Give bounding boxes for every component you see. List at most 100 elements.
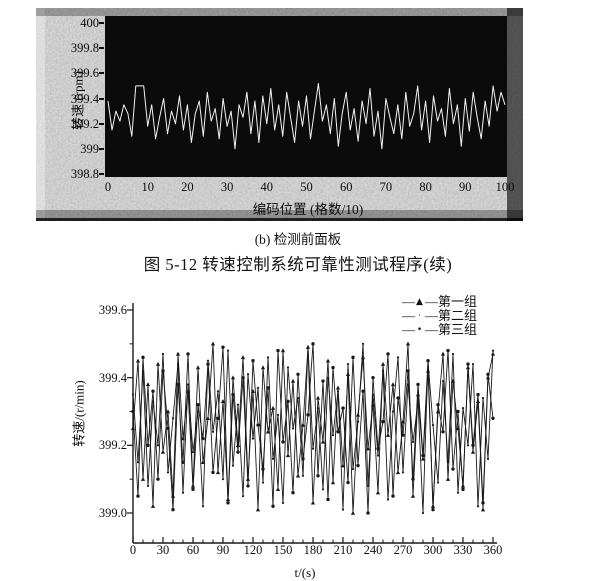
triangle-marker [445, 476, 451, 481]
circle-marker [141, 355, 145, 360]
x-tick-label: 90 [459, 180, 472, 194]
dot-marker [356, 420, 360, 423]
y-tick-label: 400 [80, 16, 99, 30]
dot-marker [466, 444, 470, 447]
legend-line-segment: — [402, 322, 415, 337]
triangle-marker [175, 351, 181, 356]
dot-marker [281, 501, 285, 504]
circle-marker [226, 501, 230, 505]
circle-marker [271, 504, 275, 508]
dot-marker [481, 396, 485, 400]
triangle-marker-icon: ▲ [416, 297, 423, 307]
subfigure-caption: (b) 检测前面板 [254, 232, 342, 247]
circle-marker [466, 362, 470, 366]
x-tick-label: 60 [339, 180, 353, 194]
figure-caption: 图 5-12 转速控制系统可靠性测试程序(续) [143, 255, 453, 274]
legend-label: 第三组 [438, 322, 478, 337]
dot-marker-icon: · [418, 311, 421, 321]
x-tick-label: 330 [453, 543, 473, 557]
legend-item-group1: — ▲ — 第一组 [402, 295, 477, 309]
x-tick-label: 300 [423, 543, 443, 557]
x-tick-label: 150 [273, 543, 293, 557]
dot-marker [211, 430, 215, 433]
circle-marker [451, 467, 455, 471]
x-tick-label: 10 [141, 180, 154, 194]
x-tick-label: 30 [220, 180, 234, 194]
circle-marker [296, 372, 300, 376]
triangle-marker [240, 355, 246, 360]
dot-marker [361, 342, 365, 345]
circle-marker [231, 392, 235, 397]
triangle-marker [390, 382, 396, 387]
triangle-marker [350, 510, 356, 515]
circle-marker [421, 453, 425, 458]
triangle-marker [295, 473, 301, 478]
dot-marker [186, 383, 190, 386]
y-tick-mark [99, 122, 104, 125]
top-chart-y-axis-label: 转速 (rpm) [70, 71, 86, 130]
dot-marker [316, 407, 320, 410]
dot-marker [341, 508, 345, 511]
circle-marker [411, 477, 415, 481]
circle-marker [366, 511, 370, 515]
legend-line-segment: — [402, 294, 415, 309]
circle-marker [291, 491, 295, 495]
y-tick-mark [99, 72, 104, 75]
triangle-marker [265, 429, 271, 434]
circle-marker [236, 450, 240, 454]
circle-marker [401, 433, 405, 437]
dot-marker [236, 403, 240, 406]
y-tick-label: 399.2 [98, 438, 127, 453]
triangle-marker [285, 453, 291, 458]
circle-marker [221, 345, 225, 349]
triangle-marker [480, 507, 486, 512]
triangle-marker [310, 500, 316, 505]
dot-marker [256, 386, 260, 389]
circle-marker [346, 480, 350, 485]
triangle-marker [140, 476, 146, 481]
dot-marker [206, 359, 210, 362]
circle-marker [316, 474, 320, 478]
circle-marker [361, 389, 365, 393]
circle-marker [386, 352, 390, 356]
reliability-test-chart: 399.0 399.2 399.4 399.6 0 30 60 90 120 150 180 210… [0, 288, 606, 581]
dot-marker [326, 376, 330, 379]
x-tick-label: 120 [243, 543, 263, 557]
circle-marker [391, 494, 395, 498]
circle-marker [306, 413, 310, 417]
circle-marker [166, 426, 170, 431]
triangle-marker [405, 341, 411, 346]
circle-marker [426, 359, 430, 363]
dot-marker [456, 491, 460, 494]
triangle-marker [420, 456, 426, 461]
circle-marker [441, 430, 445, 434]
triangle-marker [160, 449, 166, 454]
dot-marker [251, 437, 255, 440]
dot-marker [276, 413, 280, 416]
x-tick-label: 50 [300, 180, 313, 194]
dot-marker [301, 474, 305, 477]
circle-marker [136, 494, 140, 498]
circle-marker [261, 467, 265, 471]
chart-legend: — ▲ — 第一组 — · — 第二组 — • — 第三组 [402, 295, 477, 337]
dot-marker [486, 457, 490, 460]
y-tick-mark [99, 147, 104, 150]
circle-marker [416, 382, 420, 387]
triangle-marker [275, 487, 281, 492]
dot-marker [136, 461, 140, 464]
dot-marker [441, 379, 445, 383]
dot-marker [216, 390, 220, 393]
circle-marker [486, 372, 490, 376]
dot-marker [271, 457, 275, 460]
top-chart-trace-canvas [107, 82, 506, 150]
triangle-marker [315, 395, 321, 400]
dot-marker [221, 478, 225, 481]
dot-marker [386, 498, 390, 501]
circle-marker [351, 355, 355, 360]
triangle-marker [145, 382, 151, 387]
circle-marker [186, 352, 190, 356]
circle-marker [471, 443, 475, 448]
circle-marker [241, 375, 245, 380]
dot-marker [181, 491, 185, 494]
